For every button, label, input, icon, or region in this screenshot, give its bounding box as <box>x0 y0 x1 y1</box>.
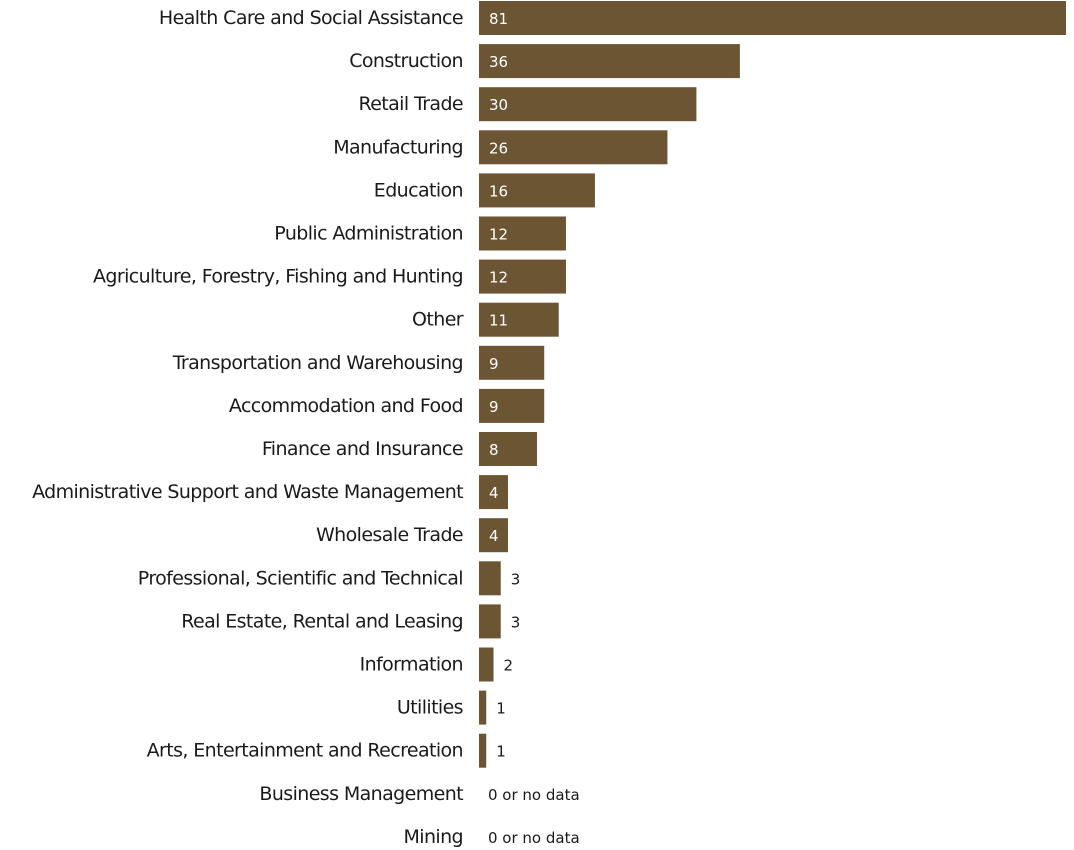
bar-utilities <box>479 690 487 725</box>
value-label-utilities: 1 <box>496 700 506 718</box>
bar-accommodation-and-food <box>479 388 545 423</box>
value-label-wholesale-trade: 4 <box>489 527 499 545</box>
value-label-transportation-and-warehousing: 9 <box>489 355 499 373</box>
bar-health-care-and-social-assistance <box>479 1 1066 35</box>
value-label-mining: 0 or no data <box>488 829 580 847</box>
value-label-public-administration: 12 <box>489 226 508 244</box>
category-label-education: Education <box>374 179 463 201</box>
category-label-manufacturing: Manufacturing <box>333 136 463 158</box>
value-label-business-management: 0 or no data <box>488 786 580 804</box>
bar-real-estate-rental-and-leasing <box>479 604 501 639</box>
bar-professional-scientific-and-technical <box>479 561 501 596</box>
value-label-retail-trade: 30 <box>489 96 508 114</box>
value-label-administrative-support-and-waste-management: 4 <box>489 484 499 502</box>
category-label-arts-entertainment-and-recreation: Arts, Entertainment and Recreation <box>147 740 463 762</box>
category-label-health-care-and-social-assistance: Health Care and Social Assistance <box>159 7 463 29</box>
bar-finance-and-insurance <box>479 432 537 466</box>
value-label-manufacturing: 26 <box>489 139 508 157</box>
category-label-other: Other <box>412 309 464 331</box>
category-label-agriculture-forestry-fishing-and-hunting: Agriculture, Forestry, Fishing and Hunti… <box>93 266 463 288</box>
bar-construction <box>479 44 740 79</box>
bar-arts-entertainment-and-recreation <box>479 733 487 768</box>
value-label-agriculture-forestry-fishing-and-hunting: 12 <box>489 269 508 287</box>
value-label-finance-and-insurance: 8 <box>489 441 499 459</box>
bar-wholesale-trade <box>479 518 508 553</box>
category-label-utilities: Utilities <box>397 697 463 719</box>
category-label-accommodation-and-food: Accommodation and Food <box>229 395 463 417</box>
category-label-information: Information <box>360 654 463 676</box>
category-label-administrative-support-and-waste-management: Administrative Support and Waste Managem… <box>32 481 463 503</box>
value-label-construction: 36 <box>489 53 508 71</box>
category-label-professional-scientific-and-technical: Professional, Scientific and Technical <box>138 567 463 589</box>
value-label-information: 2 <box>503 657 513 675</box>
value-label-other: 11 <box>489 312 508 330</box>
bar-education <box>479 173 595 208</box>
value-label-accommodation-and-food: 9 <box>489 398 499 416</box>
value-label-health-care-and-social-assistance: 81 <box>489 10 508 28</box>
value-label-education: 16 <box>489 182 508 200</box>
category-label-finance-and-insurance: Finance and Insurance <box>262 438 463 460</box>
category-label-mining: Mining <box>404 826 464 848</box>
category-label-retail-trade: Retail Trade <box>358 93 463 115</box>
category-label-construction: Construction <box>349 50 463 72</box>
bar-manufacturing <box>479 130 668 165</box>
value-label-professional-scientific-and-technical: 3 <box>511 570 521 588</box>
value-label-arts-entertainment-and-recreation: 1 <box>496 743 506 761</box>
value-label-real-estate-rental-and-leasing: 3 <box>511 613 521 631</box>
category-label-business-management: Business Management <box>259 783 463 805</box>
category-label-wholesale-trade: Wholesale Trade <box>316 524 463 546</box>
bar-administrative-support-and-waste-management <box>479 475 508 510</box>
bar-information <box>479 647 494 682</box>
bar-agriculture-forestry-fishing-and-hunting <box>479 259 566 294</box>
bar-transportation-and-warehousing <box>479 345 545 380</box>
bar-public-administration <box>479 216 566 251</box>
bar-retail-trade <box>479 87 697 122</box>
bar-other <box>479 302 559 337</box>
category-label-real-estate-rental-and-leasing: Real Estate, Rental and Leasing <box>181 610 463 632</box>
category-label-transportation-and-warehousing: Transportation and Warehousing <box>172 352 463 374</box>
category-label-public-administration: Public Administration <box>274 223 463 245</box>
